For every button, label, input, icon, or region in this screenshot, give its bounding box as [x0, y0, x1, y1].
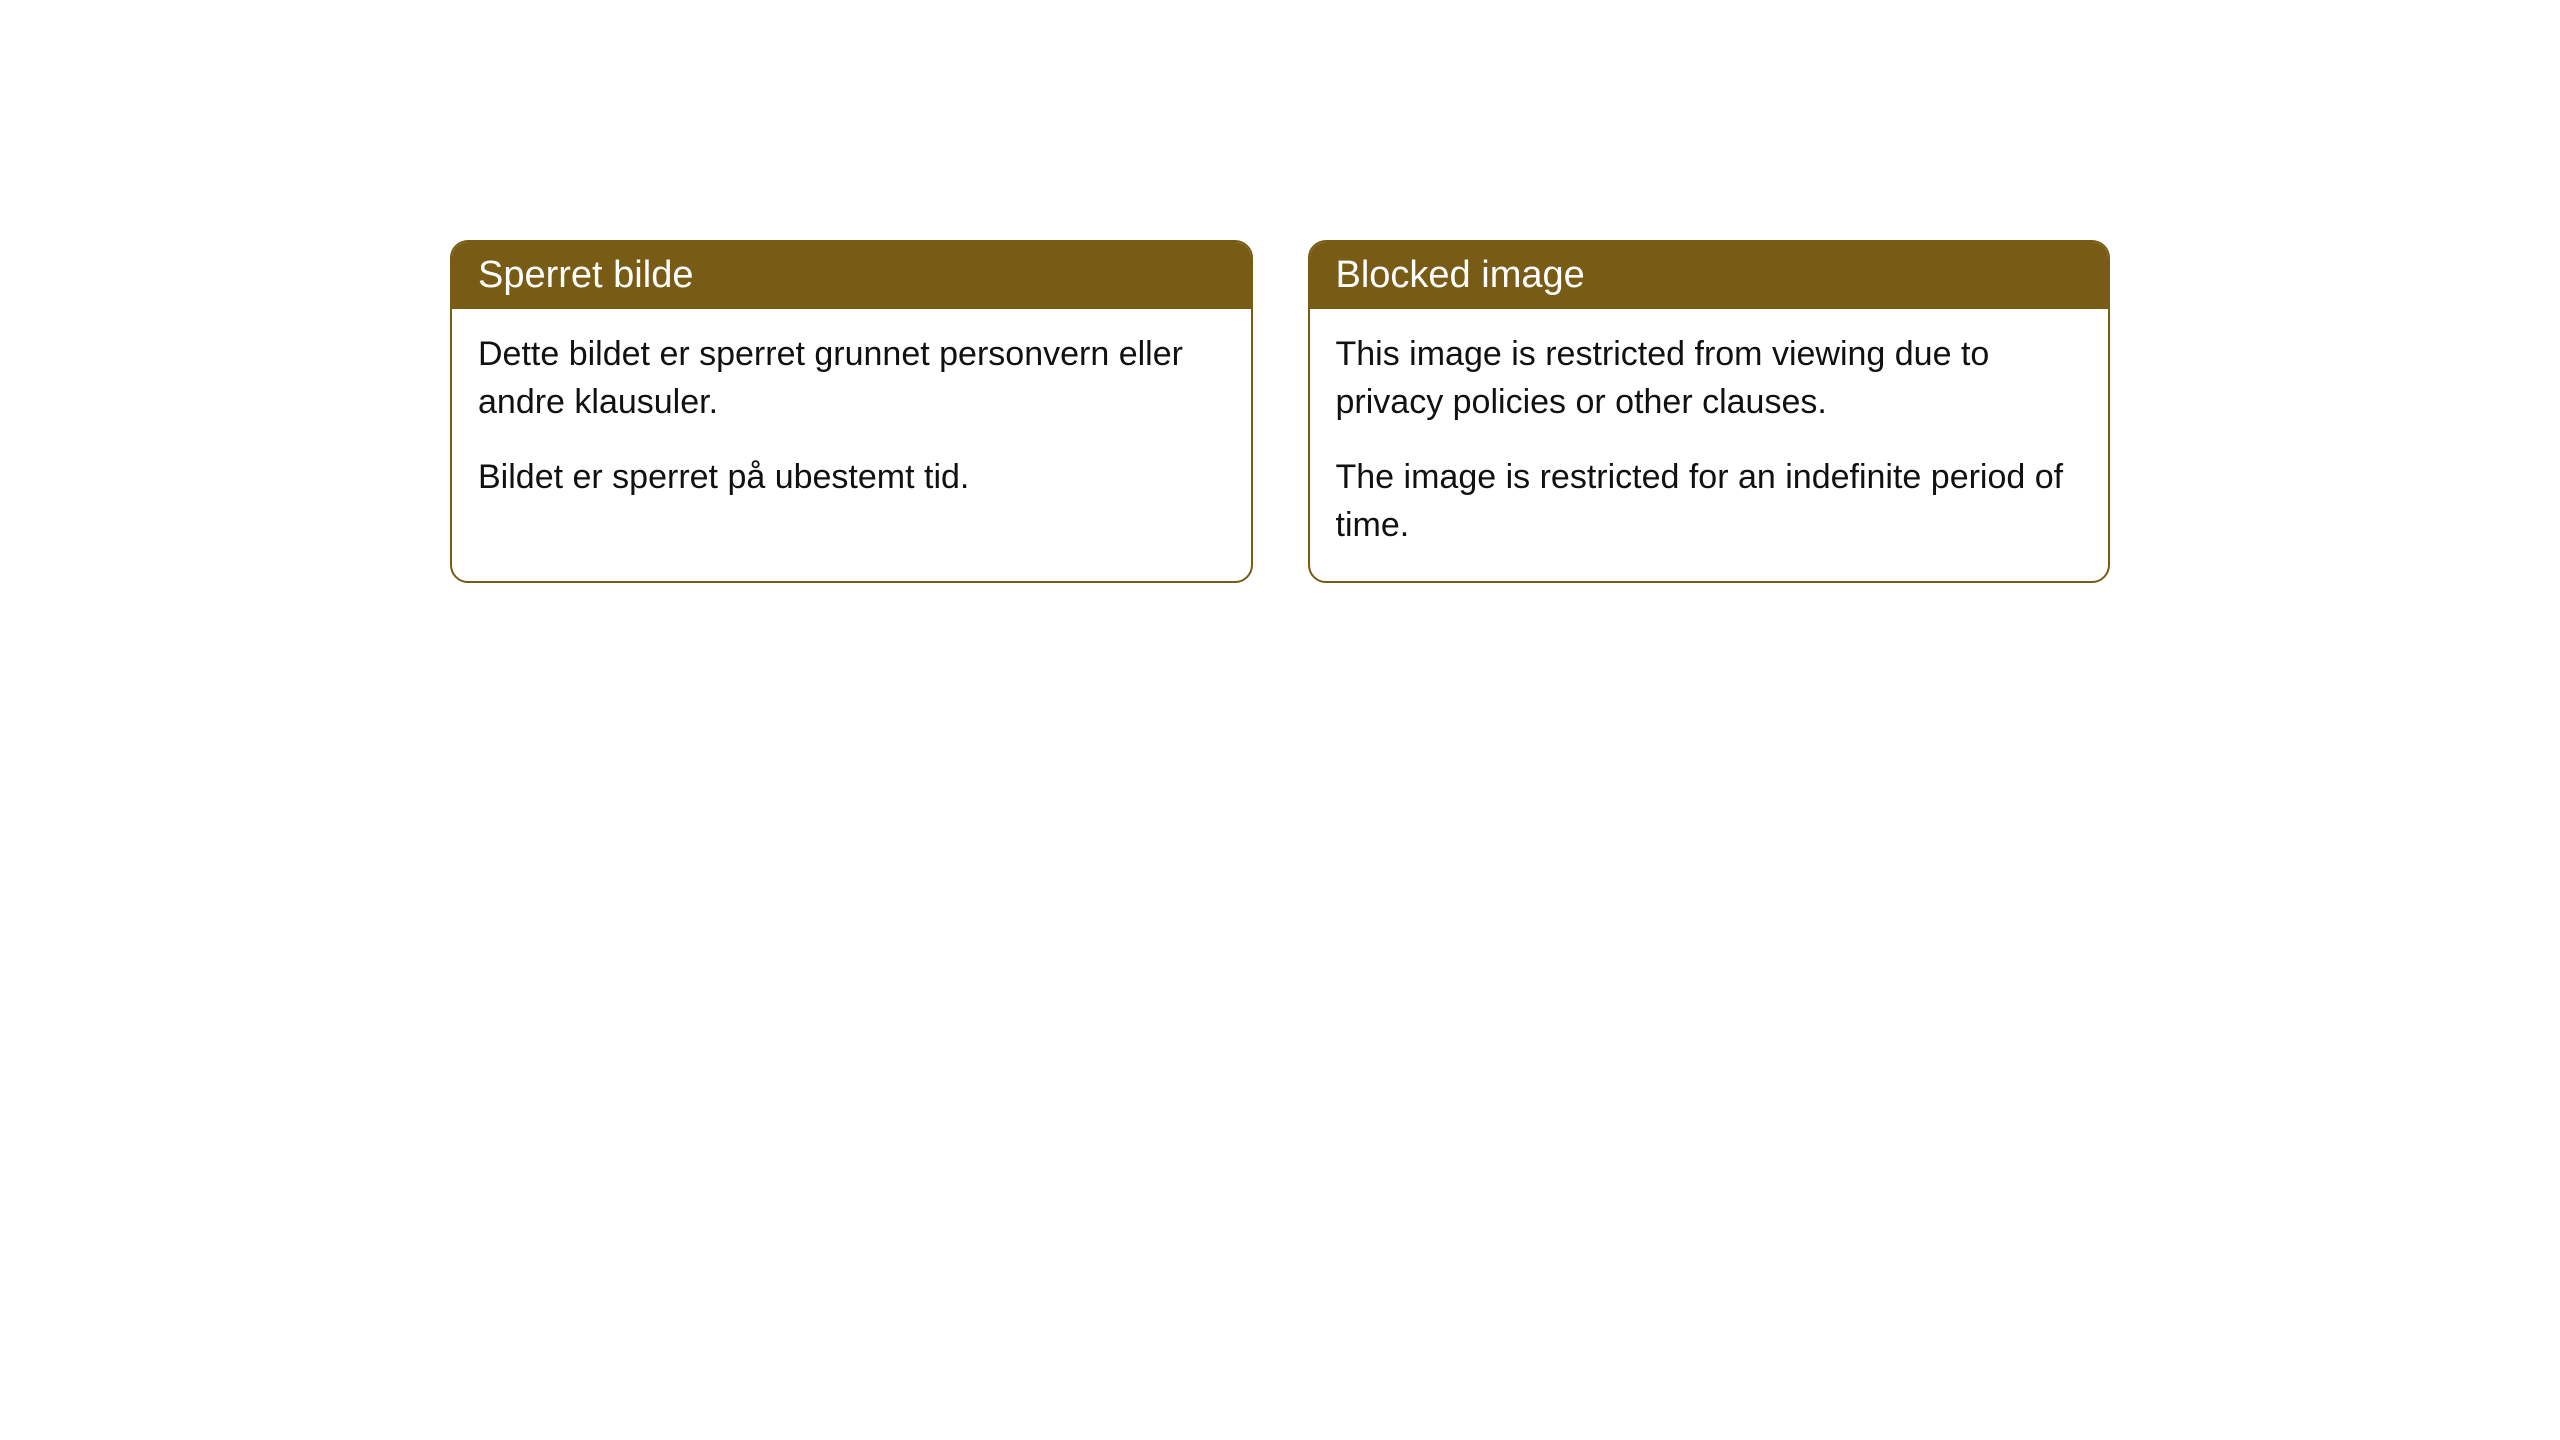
card-norwegian: Sperret bilde Dette bildet er sperret gr… [450, 240, 1253, 583]
card-paragraph: This image is restricted from viewing du… [1336, 331, 2083, 426]
card-paragraph: The image is restricted for an indefinit… [1336, 454, 2083, 549]
card-body-norwegian: Dette bildet er sperret grunnet personve… [452, 309, 1251, 534]
card-english: Blocked image This image is restricted f… [1308, 240, 2111, 583]
card-paragraph: Dette bildet er sperret grunnet personve… [478, 331, 1225, 426]
card-header-norwegian: Sperret bilde [452, 242, 1251, 309]
card-body-english: This image is restricted from viewing du… [1310, 309, 2109, 581]
cards-container: Sperret bilde Dette bildet er sperret gr… [450, 240, 2110, 583]
card-header-english: Blocked image [1310, 242, 2109, 309]
card-paragraph: Bildet er sperret på ubestemt tid. [478, 454, 1225, 502]
